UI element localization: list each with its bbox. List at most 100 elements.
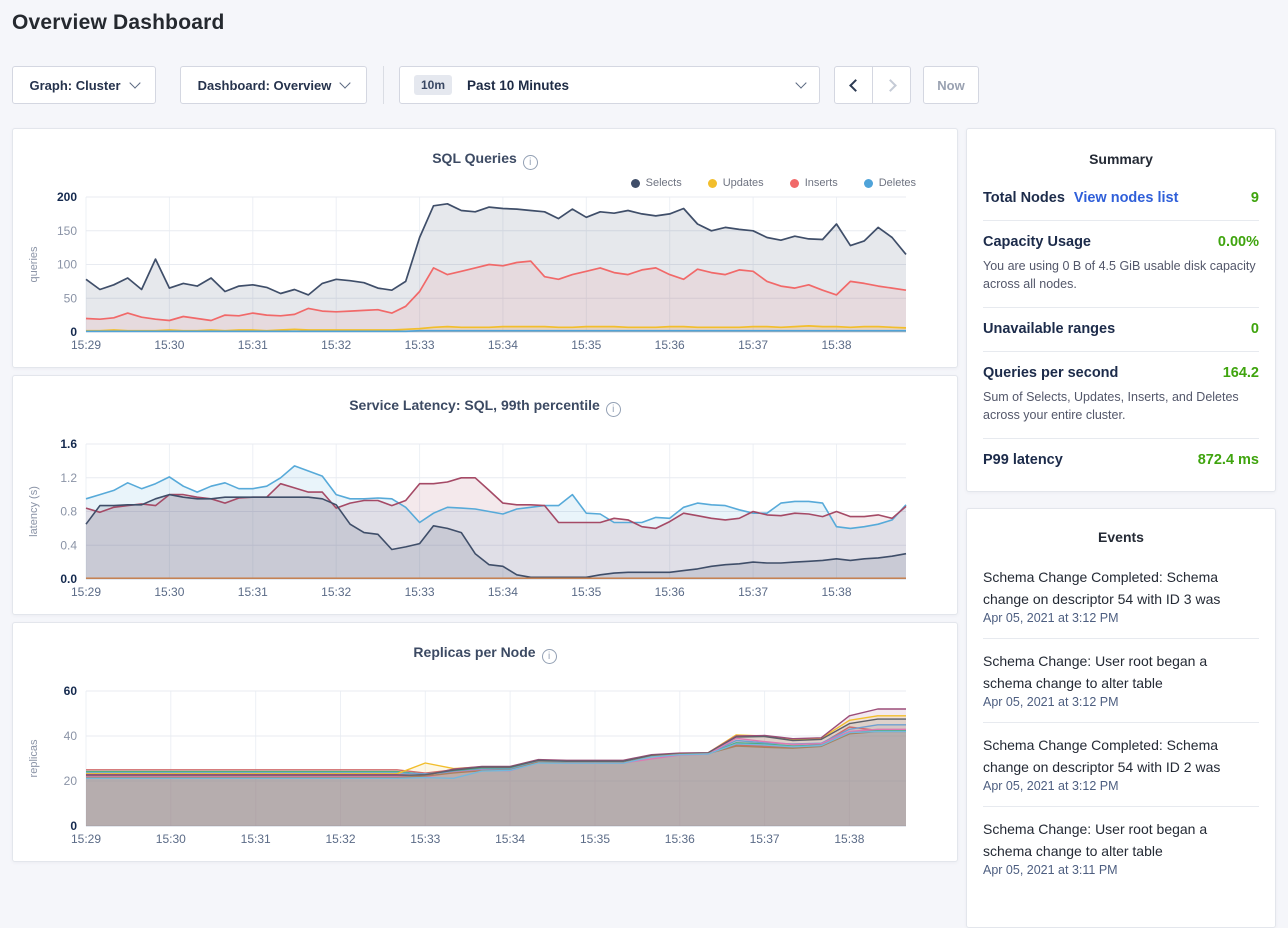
legend-dot-icon [630, 178, 640, 188]
controls-divider [383, 66, 384, 104]
dashboard-dropdown-label: Dashboard: Overview [197, 77, 332, 93]
svg-text:15:35: 15:35 [571, 585, 601, 599]
graph-dropdown[interactable]: Graph: Cluster [12, 66, 156, 104]
svg-text:15:38: 15:38 [821, 338, 851, 352]
chart-title: SQL Queries i [13, 150, 957, 170]
svg-text:15:33: 15:33 [405, 585, 435, 599]
summary-label: Total Nodes [983, 190, 1065, 206]
svg-text:15:32: 15:32 [321, 585, 351, 599]
chevron-down-icon [128, 77, 141, 89]
chevron-left-icon [848, 78, 862, 92]
chart-legend: Selects Updates Inserts Deletes [630, 177, 916, 189]
svg-text:1.6: 1.6 [60, 437, 77, 451]
svg-text:latency (s): latency (s) [28, 486, 40, 537]
info-icon[interactable]: i [605, 402, 621, 417]
svg-text:0: 0 [70, 819, 77, 833]
info-icon[interactable]: i [522, 155, 538, 170]
svg-text:15:35: 15:35 [571, 338, 601, 352]
chart-title-text: Service Latency: SQL, 99th percentile [349, 397, 600, 413]
svg-text:15:30: 15:30 [154, 585, 184, 599]
summary-label: Unavailable ranges [983, 321, 1116, 337]
summary-label: Capacity Usage [983, 234, 1091, 250]
summary-value: 872.4 ms [1197, 452, 1259, 468]
charts-column: SQL Queries i 15:29 15:30 15:31 15:32 15:33 15… [12, 128, 958, 868]
svg-text:15:32: 15:32 [321, 338, 351, 352]
events-title: Events [1098, 529, 1144, 545]
chart-title-text: Replicas per Node [413, 644, 536, 660]
legend-dot-icon [707, 178, 717, 188]
svg-text:15:31: 15:31 [238, 585, 268, 599]
legend-dot-icon [863, 178, 873, 188]
svg-text:40: 40 [64, 729, 78, 743]
svg-text:15:37: 15:37 [738, 338, 768, 352]
event-item[interactable]: Schema Change: User root began a schema … [983, 806, 1259, 890]
svg-text:200: 200 [57, 190, 77, 204]
chart-title-text: SQL Queries [432, 150, 517, 166]
chart-plot-area[interactable]: 15:29 15:30 15:31 15:32 15:33 15:34 15:35 15:36… [13, 129, 959, 361]
svg-text:20: 20 [64, 774, 78, 788]
svg-text:15:37: 15:37 [738, 585, 768, 599]
summary-label: Queries per second [983, 365, 1119, 381]
chart-title: Service Latency: SQL, 99th percentile i [13, 397, 957, 417]
svg-text:15:38: 15:38 [834, 832, 864, 846]
view-nodes-link[interactable]: View nodes list [1073, 190, 1179, 206]
chart-plot-area[interactable]: 15:29 15:30 15:31 15:32 15:33 15:34 15:35 15:36… [13, 376, 959, 608]
svg-text:15:36: 15:36 [655, 585, 685, 599]
legend-item[interactable]: Updates [707, 177, 764, 189]
svg-text:0.0: 0.0 [60, 572, 77, 586]
event-timestamp: Apr 05, 2021 at 3:11 PM [983, 863, 1118, 877]
legend-label: Inserts [804, 177, 838, 189]
chevron-right-icon [883, 78, 897, 92]
svg-text:0.8: 0.8 [60, 505, 77, 519]
time-nav-group [834, 66, 911, 104]
info-icon[interactable]: i [541, 649, 557, 664]
time-prev-button[interactable] [834, 66, 873, 104]
svg-text:15:34: 15:34 [488, 338, 518, 352]
svg-text:15:33: 15:33 [410, 832, 440, 846]
chevron-down-icon [795, 77, 807, 89]
legend-label: Deletes [878, 177, 916, 189]
event-message: Schema Change Completed: Schema change o… [983, 737, 1221, 775]
event-item[interactable]: Schema Change Completed: Schema change o… [983, 722, 1259, 806]
chart-panel-service-latency: Service Latency: SQL, 99th percentile i 1… [12, 375, 958, 615]
chart-panel-sql-queries: SQL Queries i 15:29 15:30 15:31 15:32 15:33 15… [12, 128, 958, 368]
summary-row-capacity-usage: Capacity Usage 0.00% You are using 0 B o… [983, 220, 1259, 307]
legend-item[interactable]: Deletes [863, 177, 916, 189]
svg-text:15:34: 15:34 [495, 832, 525, 846]
chart-panel-replicas-per-node: Replicas per Node i 15:29 15:30 15:31 15:32 1… [12, 622, 958, 862]
summary-label: P99 latency [983, 452, 1063, 468]
summary-value: 9 [1250, 190, 1259, 206]
summary-description: You are using 0 B of 4.5 GiB usable disk… [983, 259, 1256, 291]
svg-text:15:29: 15:29 [71, 585, 101, 599]
event-item[interactable]: Schema Change Completed: Schema change o… [983, 555, 1259, 638]
time-range-picker[interactable]: 10m Past 10 Minutes [399, 66, 820, 104]
dashboard-dropdown[interactable]: Dashboard: Overview [180, 66, 367, 104]
events-panel: Events Schema Change Completed: Schema c… [966, 508, 1276, 928]
summary-value: 164.2 [1222, 365, 1259, 381]
chart-plot-area[interactable]: 15:29 15:30 15:31 15:32 15:33 15:34 15:35 15:36… [13, 623, 959, 855]
time-next-button[interactable] [873, 66, 911, 104]
legend-item[interactable]: Inserts [789, 177, 838, 189]
legend-item[interactable]: Selects [630, 177, 682, 189]
svg-text:60: 60 [64, 684, 78, 698]
svg-text:15:32: 15:32 [325, 832, 355, 846]
summary-row-p99-latency: P99 latency 872.4 ms [983, 438, 1259, 482]
summary-panel: Summary Total Nodes View nodes list 9 Ca… [966, 128, 1276, 492]
svg-text:15:36: 15:36 [665, 832, 695, 846]
svg-text:150: 150 [57, 224, 77, 238]
svg-text:15:37: 15:37 [750, 832, 780, 846]
summary-title: Summary [1089, 151, 1153, 167]
now-button[interactable]: Now [923, 66, 979, 104]
summary-value: 0 [1250, 321, 1259, 337]
svg-text:100: 100 [57, 258, 77, 272]
svg-text:15:30: 15:30 [156, 832, 186, 846]
svg-text:0: 0 [70, 325, 77, 339]
time-range-label: Past 10 Minutes [467, 77, 570, 93]
svg-text:15:34: 15:34 [488, 585, 518, 599]
event-item[interactable]: Schema Change: User root began a schema … [983, 638, 1259, 722]
chevron-down-icon [339, 77, 351, 89]
event-message: Schema Change: User root began a schema … [983, 653, 1208, 691]
svg-text:15:30: 15:30 [154, 338, 184, 352]
event-timestamp: Apr 05, 2021 at 3:12 PM [983, 611, 1119, 625]
svg-text:0.4: 0.4 [60, 538, 77, 552]
